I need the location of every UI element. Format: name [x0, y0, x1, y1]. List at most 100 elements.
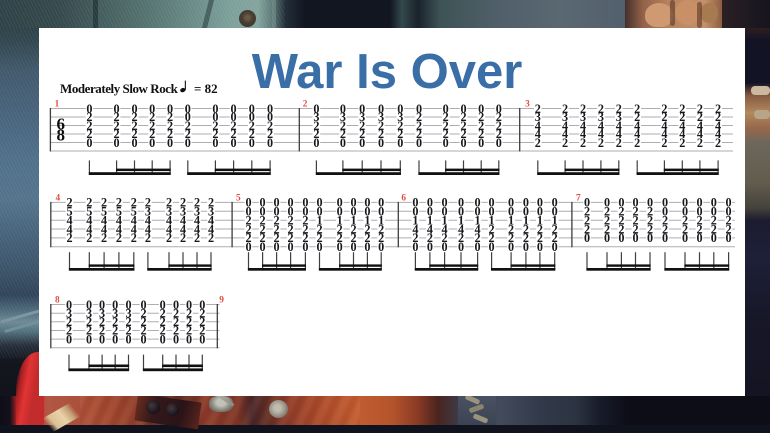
svg-text:0: 0 [316, 240, 322, 254]
svg-text:1: 1 [552, 213, 558, 227]
svg-text:2: 2 [114, 127, 120, 141]
svg-text:2: 2 [274, 231, 280, 245]
svg-text:0: 0 [167, 102, 173, 116]
svg-text:0: 0 [112, 298, 118, 312]
svg-text:2: 2 [616, 136, 622, 150]
svg-text:0: 0 [99, 298, 105, 312]
svg-text:0: 0 [711, 231, 717, 245]
svg-text:0: 0 [416, 136, 422, 150]
svg-text:0: 0 [682, 205, 688, 219]
svg-text:0: 0 [337, 196, 343, 210]
svg-text:2: 2 [697, 136, 703, 150]
svg-text:0: 0 [267, 102, 273, 116]
svg-text:4: 4 [208, 222, 214, 236]
svg-text:2: 2 [160, 306, 166, 320]
svg-text:2: 2 [364, 222, 370, 236]
svg-text:2: 2 [99, 315, 105, 329]
svg-text:2: 2 [160, 324, 166, 338]
svg-text:4: 4 [101, 213, 107, 227]
svg-text:1: 1 [475, 213, 481, 227]
svg-text:0: 0 [537, 205, 543, 219]
svg-text:2: 2 [180, 231, 186, 245]
svg-text:2: 2 [443, 110, 449, 124]
svg-text:0: 0 [125, 298, 131, 312]
svg-text:2: 2 [86, 127, 92, 141]
svg-text:4: 4 [145, 222, 151, 236]
svg-text:2: 2 [618, 213, 624, 227]
svg-text:5: 5 [86, 205, 92, 219]
svg-text:2: 2 [416, 127, 422, 141]
svg-text:2: 2 [537, 231, 543, 245]
svg-text:1: 1 [508, 213, 514, 227]
svg-text:0: 0 [131, 136, 137, 150]
svg-text:1: 1 [412, 213, 418, 227]
svg-text:0: 0 [682, 196, 688, 210]
svg-text:0: 0 [245, 240, 251, 254]
svg-text:3: 3 [166, 205, 172, 219]
svg-text:0: 0 [274, 240, 280, 254]
svg-text:0: 0 [662, 205, 668, 219]
svg-text:1: 1 [442, 213, 448, 227]
svg-text:0: 0 [337, 205, 343, 219]
svg-text:2: 2 [535, 102, 541, 116]
svg-text:4: 4 [116, 222, 122, 236]
svg-text:2: 2 [662, 222, 668, 236]
svg-text:1: 1 [378, 213, 384, 227]
svg-text:2: 2 [302, 222, 308, 236]
svg-text:2: 2 [66, 196, 72, 210]
svg-text:2: 2 [715, 136, 721, 150]
svg-text:2: 2 [715, 102, 721, 116]
svg-text:2: 2 [86, 110, 92, 124]
svg-text:2: 2 [114, 110, 120, 124]
svg-text:3: 3 [562, 110, 568, 124]
svg-text:0: 0 [185, 136, 191, 150]
svg-text:0: 0 [260, 205, 266, 219]
svg-text:4: 4 [166, 222, 172, 236]
svg-text:0: 0 [696, 205, 702, 219]
svg-text:2: 2 [212, 127, 218, 141]
svg-text:2: 2 [337, 231, 343, 245]
svg-text:2: 2 [580, 102, 586, 116]
svg-text:0: 0 [350, 205, 356, 219]
svg-text:2: 2 [288, 231, 294, 245]
svg-text:0: 0 [416, 102, 422, 116]
svg-text:4: 4 [194, 213, 200, 227]
svg-text:0: 0 [302, 196, 308, 210]
svg-text:4: 4 [145, 213, 151, 227]
svg-text:2: 2 [443, 127, 449, 141]
svg-text:0: 0 [245, 205, 251, 219]
svg-text:0: 0 [632, 196, 638, 210]
svg-text:0: 0 [478, 136, 484, 150]
svg-text:9: 9 [219, 296, 224, 306]
svg-text:2: 2 [378, 119, 384, 133]
svg-text:0: 0 [186, 332, 192, 346]
svg-text:0: 0 [458, 205, 464, 219]
svg-text:0: 0 [478, 102, 484, 116]
svg-text:0: 0 [442, 205, 448, 219]
svg-text:1: 1 [537, 213, 543, 227]
svg-text:2: 2 [496, 119, 502, 133]
svg-text:4: 4 [562, 127, 568, 141]
svg-text:2: 2 [199, 315, 205, 329]
svg-text:2: 2 [489, 222, 495, 236]
svg-text:2: 2 [302, 213, 308, 227]
svg-text:0: 0 [443, 136, 449, 150]
svg-text:0: 0 [149, 136, 155, 150]
svg-text:2: 2 [397, 127, 403, 141]
svg-text:2: 2 [662, 213, 668, 227]
svg-text:0: 0 [66, 298, 72, 312]
svg-text:4: 4 [180, 213, 186, 227]
svg-text:8: 8 [55, 296, 60, 306]
svg-text:0: 0 [378, 196, 384, 210]
svg-text:2: 2 [212, 119, 218, 133]
svg-text:1: 1 [489, 213, 495, 227]
svg-text:0: 0 [313, 102, 319, 116]
svg-text:1: 1 [523, 213, 529, 227]
svg-text:4: 4 [66, 222, 72, 236]
svg-text:2: 2 [634, 110, 640, 124]
svg-text:0: 0 [682, 231, 688, 245]
svg-text:2: 2 [316, 231, 322, 245]
svg-text:2: 2 [726, 213, 732, 227]
svg-text:2: 2 [537, 222, 543, 236]
svg-text:0: 0 [618, 231, 624, 245]
